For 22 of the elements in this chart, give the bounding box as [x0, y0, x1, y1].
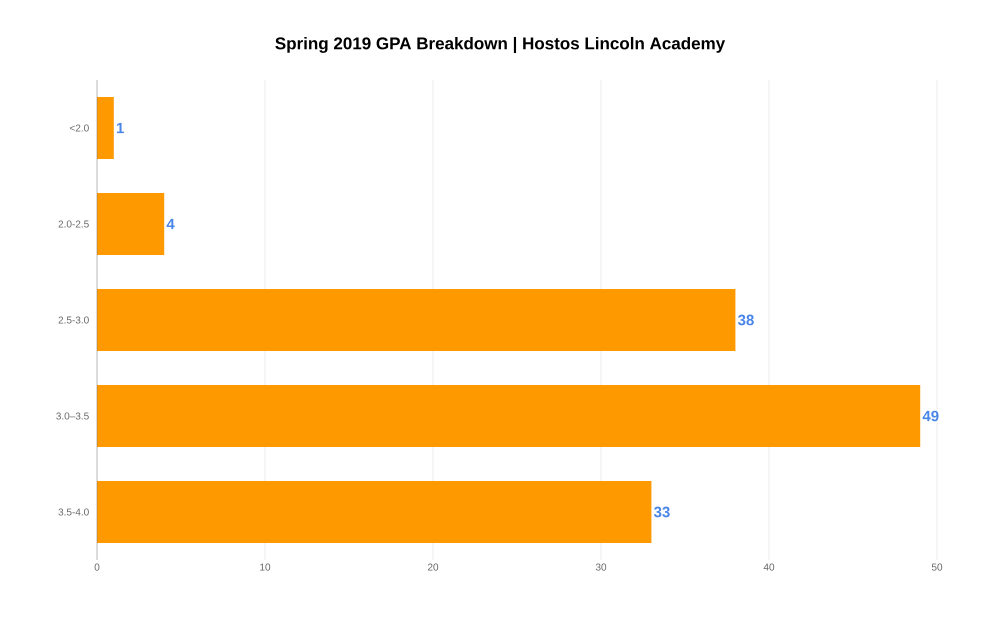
y-tick-label: <2.0: [70, 124, 89, 132]
data-label: 33: [654, 506, 670, 518]
data-label: 38: [738, 314, 754, 326]
x-tick-label: 20: [428, 564, 438, 571]
x-tick-label: 40: [764, 564, 774, 571]
x-tick-label: 50: [932, 564, 942, 571]
x-tick-label: 10: [260, 564, 270, 571]
data-label: 49: [922, 410, 939, 422]
y-tick-label: 3.0–3.5: [56, 412, 89, 420]
y-tick-label: 2.0-2.5: [58, 220, 89, 228]
x-tick-label: 30: [596, 564, 606, 571]
bar: [97, 97, 114, 160]
bar: [97, 289, 736, 352]
bar: [97, 481, 652, 544]
data-label: 4: [166, 218, 175, 230]
y-tick-label: 2.5-3.0: [58, 316, 89, 324]
y-tick-label: 3.5-4.0: [58, 508, 89, 516]
bar: [97, 385, 920, 448]
x-tick-label: 0: [94, 564, 100, 571]
bar: [97, 193, 164, 256]
chart-title: Spring 2019 GPA Breakdown | Hostos Lincoln Academy: [275, 36, 726, 54]
data-label: 1: [116, 122, 124, 134]
